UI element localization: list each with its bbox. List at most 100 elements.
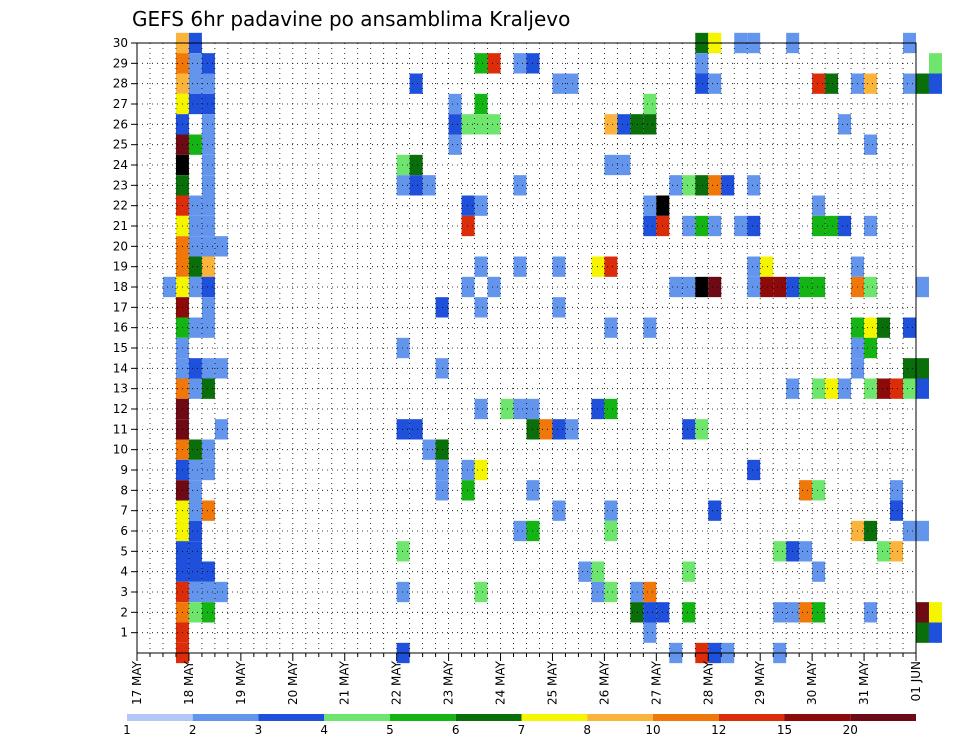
heatmap-cell	[695, 419, 709, 440]
heatmap-cell	[799, 276, 813, 298]
heatmap-cell	[916, 520, 929, 542]
heatmap-cell	[188, 53, 202, 74]
legend-swatch	[258, 714, 325, 721]
heatmap-cell	[916, 622, 929, 643]
heatmap-cell	[708, 175, 722, 196]
heatmap-cell	[422, 439, 436, 460]
y-tick-label: 30	[113, 36, 128, 50]
heatmap-cell	[864, 602, 878, 623]
heatmap-cell	[214, 236, 228, 257]
legend-swatch	[324, 714, 390, 721]
heatmap-cell	[474, 459, 488, 481]
heatmap-cell	[773, 602, 787, 623]
heatmap-cell	[864, 317, 878, 338]
x-tick-label: 28 MAY	[701, 660, 715, 705]
heatmap-cell	[643, 195, 657, 216]
y-tick-label: 24	[113, 158, 128, 172]
y-tick-label: 8	[120, 483, 128, 497]
heatmap-cell	[903, 520, 916, 542]
heatmap-cell	[928, 602, 942, 623]
heatmap-cell	[903, 73, 916, 94]
heatmap-cell	[682, 175, 696, 196]
heatmap-cell	[578, 561, 592, 582]
legend-label: 20	[843, 723, 858, 737]
heatmap-cell	[708, 500, 722, 521]
heatmap-cell	[474, 581, 488, 603]
heatmap-cell	[812, 561, 826, 582]
y-tick-label: 11	[113, 422, 128, 436]
legend-label: 6	[452, 723, 460, 737]
heatmap-cell	[409, 175, 423, 196]
legend-label: 12	[711, 723, 726, 737]
heatmap-cell	[461, 195, 475, 216]
heatmap-cell	[890, 500, 904, 521]
legend-label: 2	[189, 723, 197, 737]
heatmap-cell	[539, 419, 553, 440]
heatmap-cell	[877, 317, 891, 338]
y-tick-label: 13	[113, 382, 128, 396]
legend-swatch	[127, 714, 193, 721]
legend-swatch	[653, 714, 719, 721]
heatmap-cell	[928, 73, 942, 94]
heatmap-cell	[513, 520, 527, 542]
heatmap-cell	[448, 134, 462, 155]
heatmap-cell	[812, 378, 826, 399]
heatmap-cell	[201, 358, 215, 379]
legend-label: 3	[255, 723, 263, 737]
heatmap-cell	[760, 256, 774, 277]
heatmap-cell	[695, 73, 709, 94]
heatmap-cell	[448, 114, 462, 135]
y-tick-label: 20	[113, 239, 128, 253]
heatmap-cell	[928, 622, 942, 643]
heatmap-cell	[461, 459, 475, 481]
heatmap-cell	[604, 317, 618, 338]
heatmap-cell	[565, 73, 579, 94]
heatmap-cell	[201, 602, 215, 623]
heatmap-cell	[461, 480, 475, 501]
heatmap-cell	[513, 53, 527, 74]
y-tick-label: 15	[113, 341, 128, 355]
heatmap-cell	[201, 439, 215, 460]
legend-label: 15	[777, 723, 792, 737]
heatmap-cell	[552, 297, 566, 318]
heatmap-cell	[812, 480, 826, 501]
heatmap-cell	[396, 154, 410, 176]
heatmap-cell	[630, 114, 644, 135]
y-tick-label: 9	[120, 463, 128, 477]
heatmap-cell	[162, 276, 176, 298]
legend-swatch	[850, 714, 916, 721]
legend-label: 10	[645, 723, 660, 737]
x-tick-label: 25 MAY	[546, 660, 560, 705]
heatmap-cell	[695, 175, 709, 196]
y-tick-label: 5	[120, 544, 128, 558]
legend-swatch	[455, 714, 522, 721]
heatmap-cell	[201, 93, 215, 115]
y-tick-label: 2	[120, 605, 128, 619]
legend-label: 1	[123, 723, 131, 737]
heatmap-cell	[877, 541, 891, 562]
heatmap-cell	[422, 175, 436, 196]
heatmap-cell	[409, 154, 423, 176]
heatmap-cell	[474, 195, 488, 216]
heatmap-cell	[773, 541, 787, 562]
heatmap-cell	[201, 317, 215, 338]
y-tick-label: 22	[113, 199, 128, 213]
heatmap-cell	[617, 114, 631, 135]
heatmap-cell	[695, 276, 709, 298]
heatmap-cell	[812, 276, 826, 298]
heatmap-cell	[552, 256, 566, 277]
x-tick-label: 26 MAY	[597, 660, 611, 705]
heatmap-cell	[825, 73, 839, 94]
heatmap-cell	[188, 215, 202, 237]
y-tick-label: 27	[113, 97, 128, 111]
heatmap-cell	[695, 215, 709, 237]
heatmap-cell	[188, 358, 202, 379]
heatmap-cell	[903, 317, 916, 338]
legend-label: 5	[386, 723, 394, 737]
y-tick-label: 10	[113, 443, 128, 457]
heatmap-cell	[747, 459, 761, 481]
heatmap-cell	[448, 93, 462, 115]
heatmap-cell	[474, 256, 488, 277]
heatmap-cell	[838, 114, 852, 135]
heatmap-cell	[552, 500, 566, 521]
